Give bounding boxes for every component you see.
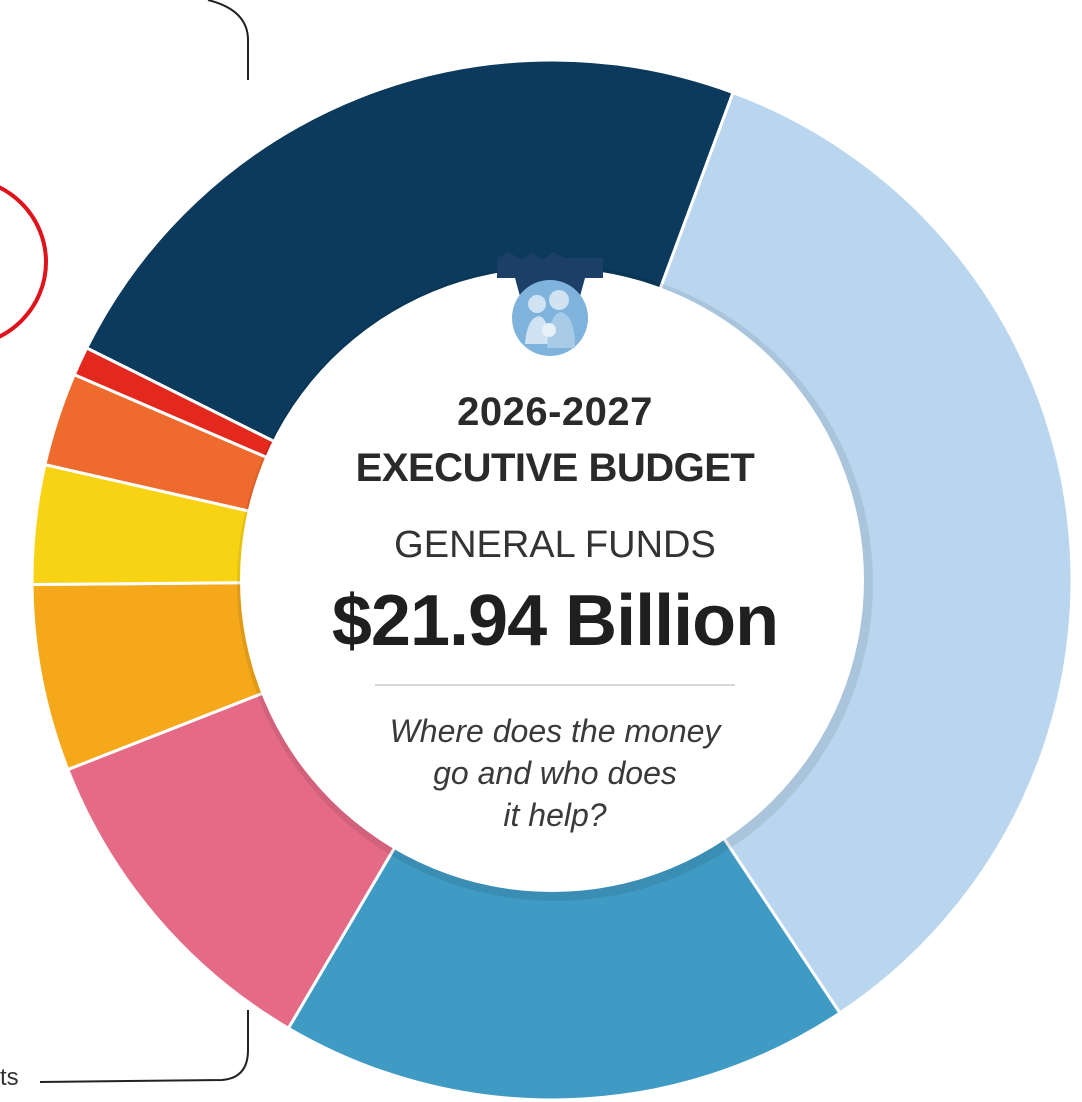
budget-amount: $21.94 Billion [331,581,779,661]
budget-year: 2026-2027 [457,390,653,434]
budget-subtitle: GENERAL FUNDS [394,524,716,566]
bracket-top [207,0,249,80]
question-line: it help? [503,797,607,833]
budget-question: Where does the money go and who does it … [305,710,805,836]
question-line: Where does the money [389,713,721,749]
keystone-family-icon [497,252,603,356]
highlight-circle [0,185,48,339]
inner-disc [240,268,864,892]
divider [375,684,735,686]
edge-label-fragment: ts [0,1064,19,1091]
budget-title: EXECUTIVE BUDGET [355,446,755,490]
question-line: go and who does [433,755,677,791]
bracket-bottom [39,1010,249,1083]
